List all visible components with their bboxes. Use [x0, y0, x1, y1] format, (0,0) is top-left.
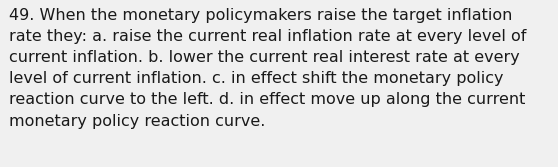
Text: 49. When the monetary policymakers raise the target inflation
rate they: a. rais: 49. When the monetary policymakers raise… [9, 8, 526, 129]
